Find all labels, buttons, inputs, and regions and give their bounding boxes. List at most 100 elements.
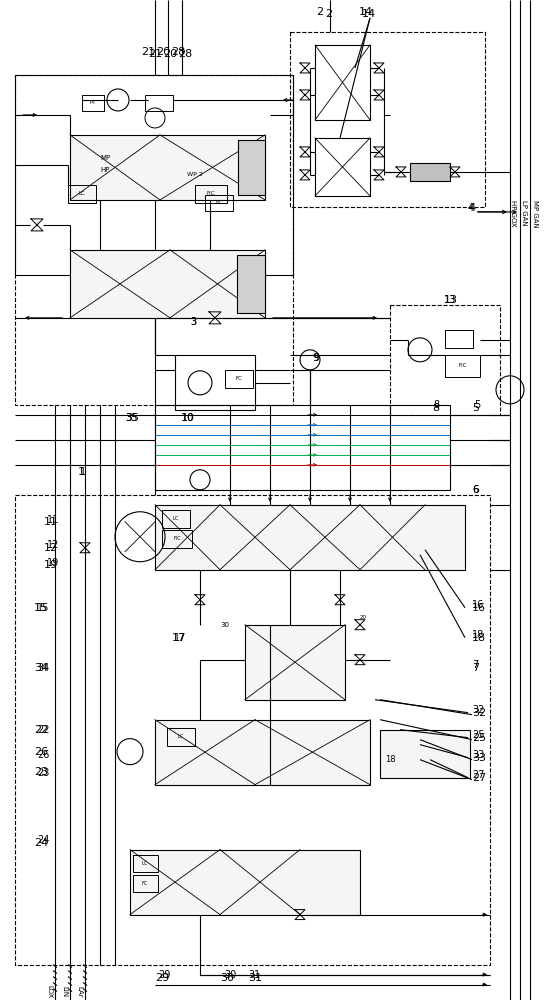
Text: 10: 10 [182, 413, 194, 423]
Text: PT: PT [90, 100, 96, 105]
Bar [205, 195, 233, 211]
Text: 6: 6 [472, 485, 479, 495]
Bar [70, 135, 265, 200]
Bar [245, 625, 345, 700]
Text: 9: 9 [312, 353, 318, 363]
Bar [175, 355, 255, 410]
Text: 10: 10 [181, 413, 195, 423]
Text: 28: 28 [171, 47, 185, 57]
Text: 17: 17 [174, 633, 186, 643]
Text: 29: 29 [158, 970, 170, 980]
Text: 8: 8 [432, 403, 439, 413]
Bar [155, 720, 370, 785]
Text: 21: 21 [141, 47, 155, 57]
Bar [155, 505, 465, 570]
Bar [130, 850, 360, 915]
Text: 28: 28 [178, 49, 192, 59]
Text: FIC: FIC [173, 536, 181, 541]
Text: WP 2: WP 2 [187, 172, 203, 177]
Text: FIC: FIC [459, 363, 467, 368]
Text: 19: 19 [47, 558, 59, 568]
Text: 13: 13 [444, 295, 458, 305]
Text: 11: 11 [44, 517, 58, 527]
Text: 7: 7 [472, 660, 478, 670]
Text: 3: 3 [190, 317, 196, 327]
Bar [195, 185, 227, 203]
Bar [15, 75, 293, 405]
Bar [68, 185, 96, 203]
Text: 26: 26 [37, 750, 49, 760]
Text: 9: 9 [313, 353, 319, 363]
Text: 7: 7 [472, 663, 479, 673]
Text: 22: 22 [37, 725, 49, 735]
Text: 12: 12 [47, 540, 59, 550]
Bar [380, 730, 470, 778]
Text: 15: 15 [34, 603, 48, 613]
Text: 13: 13 [444, 295, 456, 305]
Bar [315, 138, 370, 196]
Text: 23: 23 [34, 767, 48, 777]
Text: 5: 5 [472, 403, 479, 413]
Text: LC: LC [178, 734, 184, 739]
Text: 5: 5 [474, 400, 480, 410]
Text: 20: 20 [360, 615, 367, 620]
Text: FIC: FIC [215, 200, 223, 205]
Text: 33: 33 [472, 750, 485, 760]
Text: 18: 18 [472, 633, 486, 643]
Text: 25: 25 [472, 730, 485, 740]
Text: 31: 31 [248, 970, 260, 980]
Text: 18: 18 [472, 630, 485, 640]
Bar [445, 355, 480, 377]
Text: 33: 33 [472, 753, 486, 763]
Text: 24: 24 [37, 835, 49, 845]
Bar [15, 75, 293, 275]
Text: 2: 2 [325, 9, 332, 19]
Bar [390, 305, 500, 415]
Bar [82, 95, 104, 111]
Text: 8: 8 [433, 400, 439, 410]
Text: 4: 4 [468, 203, 475, 213]
Text: LAr: LAr [76, 986, 82, 997]
Text: HP GOX: HP GOX [510, 200, 516, 227]
Text: LC: LC [173, 516, 179, 521]
Text: 16: 16 [472, 603, 486, 613]
Text: LP GAN: LP GAN [521, 200, 527, 226]
Text: 14: 14 [362, 9, 376, 19]
Text: 19: 19 [44, 560, 58, 570]
Text: 20: 20 [163, 49, 177, 59]
Text: 31: 31 [248, 973, 262, 983]
Bar [410, 163, 450, 181]
Text: HP: HP [100, 167, 110, 173]
Text: 6: 6 [472, 485, 478, 495]
Text: 29: 29 [155, 973, 169, 983]
Text: 32: 32 [472, 705, 485, 715]
Text: 21: 21 [148, 49, 162, 59]
Bar [162, 510, 190, 528]
Text: MP: MP [100, 155, 110, 161]
Text: 14: 14 [359, 7, 373, 17]
Text: LC: LC [142, 861, 148, 866]
Text: 2: 2 [316, 7, 324, 17]
Bar [133, 855, 158, 872]
Bar [225, 370, 253, 388]
Text: 15: 15 [37, 603, 49, 613]
Text: LOX: LOX [46, 985, 52, 998]
Text: 1: 1 [80, 467, 86, 477]
Bar [445, 330, 473, 348]
Text: 27: 27 [472, 770, 485, 780]
Bar [162, 530, 192, 548]
Bar [15, 495, 490, 965]
Text: LC: LC [79, 191, 85, 196]
Text: 3: 3 [190, 317, 196, 327]
Bar [145, 95, 173, 111]
Text: 17: 17 [172, 633, 186, 643]
Text: MP GAN: MP GAN [532, 200, 538, 228]
Bar [133, 875, 158, 892]
Bar [315, 45, 370, 120]
Bar [238, 140, 265, 195]
Text: 16: 16 [472, 600, 485, 610]
Text: 30: 30 [224, 970, 236, 980]
Text: 20: 20 [156, 47, 170, 57]
Text: FC: FC [235, 376, 243, 381]
Text: 1: 1 [78, 467, 85, 477]
